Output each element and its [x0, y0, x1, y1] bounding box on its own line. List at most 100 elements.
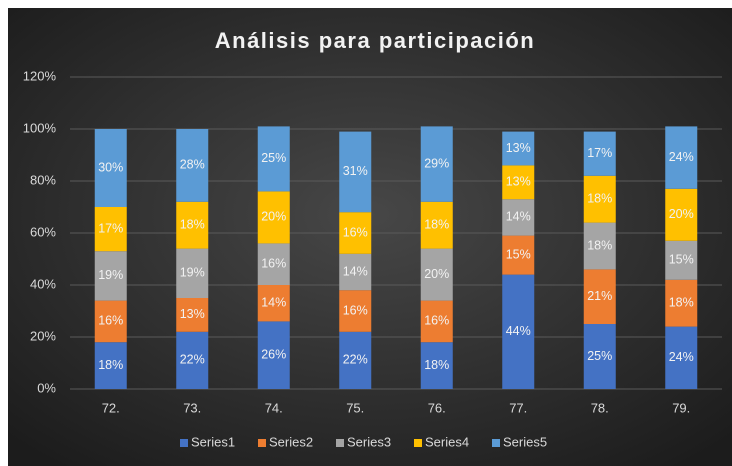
bar-segment — [502, 165, 535, 200]
data-label: 20% — [669, 207, 694, 221]
x-tick-label: 76. — [428, 400, 446, 415]
x-tick-label: 73. — [183, 400, 201, 415]
data-label: 18% — [424, 358, 449, 372]
data-label: 24% — [669, 150, 694, 164]
y-tick-label: 0% — [37, 380, 56, 395]
legend-label: Series2 — [269, 434, 313, 449]
bar-segment — [176, 248, 209, 298]
data-label: 18% — [587, 238, 612, 252]
bar-segment — [257, 126, 290, 192]
data-label: 18% — [587, 191, 612, 205]
data-label: 15% — [669, 253, 694, 267]
bar-segment — [94, 251, 127, 301]
bar-segment — [665, 188, 698, 241]
legend-label: Series4 — [425, 434, 469, 449]
legend-swatch — [492, 439, 500, 447]
x-tick-label: 72. — [102, 400, 120, 415]
y-tick-label: 40% — [30, 276, 56, 291]
legend-swatch — [258, 439, 266, 447]
bar-segment — [502, 235, 535, 275]
bar-segment — [420, 126, 453, 202]
bar-segment — [339, 253, 372, 291]
x-tick-label: 74. — [265, 400, 283, 415]
data-label: 13% — [180, 307, 205, 321]
chart-title: Análisis para participación — [215, 28, 535, 53]
data-label: 14% — [261, 295, 286, 309]
bar-segment — [176, 331, 209, 389]
data-label: 13% — [506, 175, 531, 189]
data-label: 24% — [669, 350, 694, 364]
bar-segment — [583, 324, 616, 389]
data-label: 14% — [506, 210, 531, 224]
data-label: 16% — [424, 314, 449, 328]
bar-segment — [339, 290, 372, 332]
data-label: 14% — [343, 264, 368, 278]
data-label: 18% — [180, 217, 205, 231]
bar-segment — [420, 201, 453, 249]
legend-label: Series1 — [191, 434, 235, 449]
legend-label: Series3 — [347, 434, 391, 449]
bar-segment — [257, 321, 290, 389]
bar-segment — [665, 126, 698, 189]
bar-segment — [176, 201, 209, 249]
data-label: 20% — [261, 210, 286, 224]
bar-segment — [257, 191, 290, 244]
legend-swatch — [180, 439, 188, 447]
x-tick-label: 79. — [672, 400, 690, 415]
bar-segment — [502, 131, 535, 166]
data-label: 16% — [343, 303, 368, 317]
data-label: 17% — [587, 146, 612, 160]
data-label: 16% — [343, 225, 368, 239]
bar-segment — [94, 342, 127, 389]
data-label: 22% — [180, 353, 205, 367]
y-tick-label: 100% — [23, 120, 57, 135]
bar-segment — [339, 331, 372, 389]
bar-segment — [257, 285, 290, 322]
bar-segment — [339, 131, 372, 213]
x-tick-label: 75. — [346, 400, 364, 415]
bar-segment — [665, 279, 698, 327]
data-label: 21% — [587, 289, 612, 303]
data-label: 17% — [98, 221, 123, 235]
data-label: 19% — [98, 268, 123, 282]
y-tick-label: 20% — [30, 328, 56, 343]
bar-segment — [94, 300, 127, 343]
bar-segment — [502, 274, 535, 389]
data-label: 13% — [506, 141, 531, 155]
data-label: 26% — [261, 347, 286, 361]
legend-swatch — [414, 439, 422, 447]
data-label: 18% — [424, 217, 449, 231]
bar-segment — [583, 222, 616, 270]
bar-segment — [583, 269, 616, 324]
data-label: 28% — [180, 158, 205, 172]
y-tick-label: 60% — [30, 224, 56, 239]
data-label: 16% — [98, 314, 123, 328]
data-label: 20% — [424, 267, 449, 281]
bar-segment — [583, 131, 616, 176]
data-label: 18% — [669, 295, 694, 309]
bar-segment — [420, 248, 453, 301]
legend-swatch — [336, 439, 344, 447]
bar-segment — [665, 326, 698, 389]
data-label: 44% — [506, 324, 531, 338]
y-tick-label: 80% — [30, 172, 56, 187]
bar-segment — [583, 175, 616, 223]
data-label: 30% — [98, 160, 123, 174]
bar-segment — [339, 212, 372, 254]
data-label: 15% — [506, 247, 531, 261]
bar-segment — [94, 129, 127, 207]
x-tick-label: 77. — [509, 400, 527, 415]
data-label: 29% — [424, 156, 449, 170]
data-label: 25% — [261, 151, 286, 165]
data-label: 16% — [261, 256, 286, 270]
bar-segment — [502, 199, 535, 236]
bar-segment — [665, 240, 698, 280]
bar-segment — [420, 342, 453, 389]
data-label: 18% — [98, 358, 123, 372]
data-label: 25% — [587, 349, 612, 363]
bar-segment — [257, 243, 290, 285]
bar-segment — [94, 207, 127, 252]
bar-segment — [176, 129, 209, 202]
bar-segment — [420, 300, 453, 343]
